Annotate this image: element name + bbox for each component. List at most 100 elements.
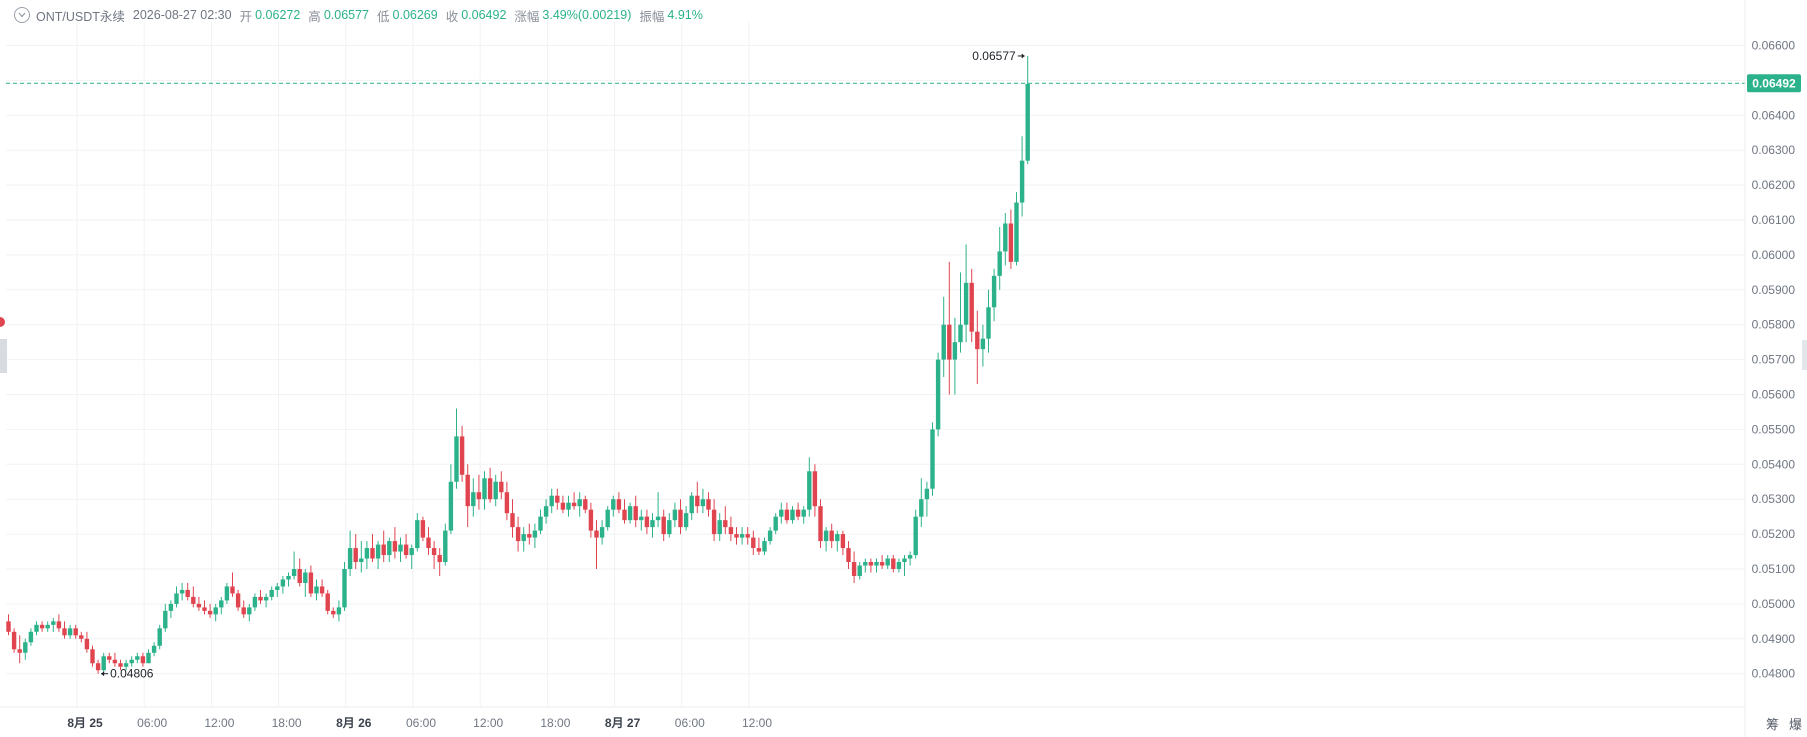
candle-body (667, 520, 672, 535)
candle-body (935, 359, 941, 430)
liquidation-button[interactable]: 爆 (1789, 717, 1803, 732)
candle-body (392, 541, 398, 552)
candle-body (51, 621, 56, 625)
candle-body (73, 628, 78, 636)
candle-body (420, 520, 426, 538)
y-axis-tick-label: 0.06600 (1752, 39, 1796, 53)
candle-body (493, 481, 498, 500)
candle-body (756, 548, 762, 552)
low-marker-arrowhead (101, 671, 105, 677)
symbol-label: ONT/USDT永续 (36, 9, 125, 24)
chips-button[interactable]: 筹 (1766, 717, 1780, 732)
candle-body (487, 478, 493, 500)
candle-body (919, 499, 924, 517)
candle-body (672, 509, 678, 521)
candle-body (443, 530, 448, 563)
y-axis-tick-label: 0.05200 (1752, 527, 1796, 541)
candle-body (353, 548, 358, 563)
candle-body (471, 492, 476, 507)
change-value: 3.49%(0.00219) (542, 8, 632, 22)
candle-body (415, 520, 420, 549)
candle-body (795, 509, 801, 517)
candle-body (605, 509, 610, 528)
candle-body (23, 642, 28, 653)
candle-body (202, 607, 207, 611)
y-axis-tick-label: 0.04900 (1752, 632, 1796, 646)
candle-body (448, 481, 454, 531)
candle-body (661, 516, 666, 535)
candle-body (689, 495, 694, 514)
last-price-label: 0.06492 (1752, 77, 1796, 91)
candle-body (947, 324, 952, 360)
candle-body (857, 565, 862, 576)
candle-body (84, 638, 90, 650)
y-axis-tick-label: 0.05700 (1752, 353, 1796, 367)
candle-body (263, 596, 269, 601)
candle-body (303, 572, 308, 583)
candle-body (874, 562, 879, 566)
candle-body (566, 502, 571, 510)
x-axis-tick-label: 8月 27 (605, 716, 641, 730)
candle-body (823, 530, 829, 542)
candle-body (622, 509, 627, 521)
candle-body (151, 645, 157, 653)
candle-body (986, 307, 991, 339)
candle-body (62, 628, 67, 636)
candle-body (846, 548, 851, 563)
candle-body (577, 499, 582, 507)
candle-body (476, 492, 482, 500)
ohlc-header: ONT/USDT永续 2026-08-27 02:30 开 0.06272 高 … (14, 5, 711, 25)
candle-body (975, 331, 980, 350)
candle-body (700, 499, 706, 507)
candle-body (555, 495, 560, 503)
chevron-down-icon[interactable] (14, 7, 30, 23)
candle-body (930, 429, 935, 489)
candle-body (952, 342, 958, 360)
candle-body (370, 548, 375, 559)
candle-body (275, 586, 280, 590)
candle-body (941, 324, 946, 360)
candle-body (767, 530, 773, 542)
left-drawer-handle[interactable] (0, 339, 7, 373)
x-axis-tick-label: 12:00 (742, 716, 772, 730)
alert-dot[interactable] (0, 317, 5, 327)
candle-body (913, 516, 918, 556)
candle-body (39, 624, 45, 629)
candle-body (801, 509, 806, 517)
candle-body (465, 474, 470, 507)
candle-body (28, 631, 34, 643)
candle-body (829, 530, 834, 542)
candle-body (381, 544, 386, 556)
y-axis-tick-label: 0.05400 (1752, 457, 1796, 471)
candle-body (711, 509, 717, 535)
candle-body (695, 495, 700, 507)
candle-body (538, 516, 543, 531)
right-drawer-handle[interactable] (1802, 340, 1807, 370)
candle-body (896, 562, 902, 569)
high-marker-arrowhead (1021, 53, 1025, 59)
candle-body (790, 509, 795, 521)
candle-body (387, 541, 392, 556)
y-axis-tick-label: 0.05500 (1752, 422, 1796, 436)
candle-body (191, 596, 196, 604)
candle-body (241, 607, 246, 615)
candle-body (1008, 223, 1014, 262)
candle-body (655, 516, 661, 521)
candle-body (213, 607, 218, 615)
amplitude-label: 振幅 (639, 9, 665, 24)
candle-body (997, 251, 1002, 276)
candle-body (723, 520, 728, 528)
candle-body (627, 506, 633, 521)
candle-body (185, 589, 190, 597)
candle-body (454, 436, 459, 482)
y-axis-tick-label: 0.05600 (1752, 388, 1796, 402)
high-value: 0.06577 (323, 8, 369, 22)
candle-body (252, 596, 258, 608)
candle-body (543, 506, 549, 517)
candle-body (325, 593, 330, 611)
candle-body (588, 509, 594, 531)
candle-body (219, 600, 224, 608)
candle-body (773, 516, 778, 531)
